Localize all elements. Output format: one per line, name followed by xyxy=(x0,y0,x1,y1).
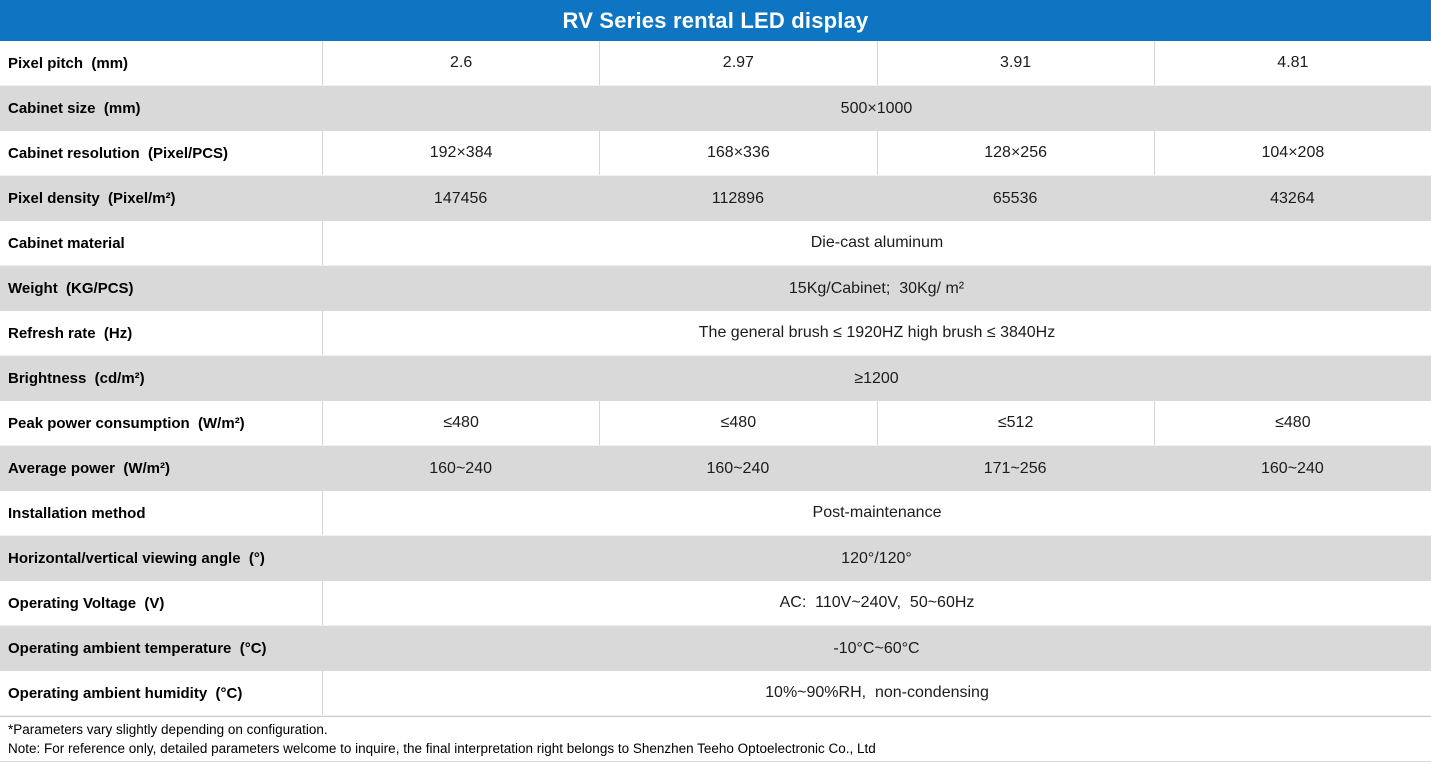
cell-value: 168×336 xyxy=(599,131,876,175)
table-row-average-power: Average power (W/m²) 160~240 160~240 171… xyxy=(0,446,1431,491)
cell-value: 128×256 xyxy=(876,131,1154,175)
cell-value: 3.91 xyxy=(876,41,1154,85)
merged-cell-value: 120°/120° xyxy=(841,549,912,567)
cell-value: 2.6 xyxy=(322,41,599,85)
table-row-weight: Weight (KG/PCS) 15Kg/Cabinet; 30Kg/ m² xyxy=(0,266,1431,311)
table-row-pixel-density: Pixel density (Pixel/m²) 147456 112896 6… xyxy=(0,176,1431,221)
row-label: Operating Voltage (V) xyxy=(8,594,165,612)
table-row-refresh-rate: Refresh rate (Hz) The general brush ≤ 19… xyxy=(0,311,1431,356)
footnote-parameters: *Parameters vary slightly depending on c… xyxy=(8,722,328,737)
cell-value: 65536 xyxy=(992,189,1038,207)
table-row-viewing-angle: Horizontal/vertical viewing angle (°) 12… xyxy=(0,536,1431,581)
row-label: Peak power consumption (W/m²) xyxy=(8,414,245,432)
table-row-brightness: Brightness (cd/m²) ≥1200 xyxy=(0,356,1431,401)
row-label: Weight (KG/PCS) xyxy=(8,280,134,297)
merged-cell-value: The general brush ≤ 1920HZ high brush ≤ … xyxy=(322,311,1431,355)
cell-value: ≤480 xyxy=(322,401,599,445)
table-row-cabinet-size: Cabinet size (mm) 500×1000 xyxy=(0,86,1431,131)
table-row-operating-voltage: Operating Voltage (V) AC: 110V~240V, 50~… xyxy=(0,581,1431,626)
row-label: Pixel density (Pixel/m²) xyxy=(8,190,176,207)
row-label: Cabinet material xyxy=(8,234,125,252)
merged-cell-value: Post-maintenance xyxy=(322,491,1431,535)
footnote-disclaimer: Note: For reference only, detailed param… xyxy=(8,741,876,756)
table-title: RV Series rental LED display xyxy=(562,7,869,33)
merged-cell-value: 500×1000 xyxy=(840,99,913,117)
table-row-peak-power: Peak power consumption (W/m²) ≤480 ≤480 … xyxy=(0,401,1431,446)
row-label: Horizontal/vertical viewing angle (°) xyxy=(8,550,265,567)
table-row-cabinet-material: Cabinet material Die-cast aluminum xyxy=(0,221,1431,266)
table-row-cabinet-resolution: Cabinet resolution (Pixel/PCS) 192×384 1… xyxy=(0,131,1431,176)
row-label: Operating ambient humidity (°C) xyxy=(8,684,243,702)
table-row-installation-method: Installation method Post-maintenance xyxy=(0,491,1431,536)
cell-value: 112896 xyxy=(711,189,764,207)
row-label: Pixel pitch (mm) xyxy=(8,54,129,72)
cell-value: ≤512 xyxy=(876,401,1154,445)
merged-cell-value: ≥1200 xyxy=(854,369,899,387)
row-label: Brightness (cd/m²) xyxy=(8,370,145,387)
cell-value: 43264 xyxy=(1270,189,1315,207)
merged-cell-value: AC: 110V~240V, 50~60Hz xyxy=(322,581,1431,625)
cell-value: 192×384 xyxy=(322,131,599,175)
row-label: Average power (W/m²) xyxy=(8,460,170,477)
merged-cell-value: -10°C~60°C xyxy=(833,639,920,657)
cell-value: 160~240 xyxy=(706,459,770,477)
cell-value: ≤480 xyxy=(599,401,876,445)
cell-value: 171~256 xyxy=(983,459,1047,477)
cell-value: 160~240 xyxy=(1261,459,1324,477)
cell-value: 147456 xyxy=(433,189,488,207)
merged-cell-value: Die-cast aluminum xyxy=(322,221,1431,265)
table-row-operating-temperature: Operating ambient temperature (°C) -10°C… xyxy=(0,626,1431,671)
row-label: Operating ambient temperature (°C) xyxy=(8,640,267,657)
cell-value: 160~240 xyxy=(429,459,492,477)
cell-value: ≤480 xyxy=(1153,401,1431,445)
cell-value: 2.97 xyxy=(599,41,876,85)
table-row-operating-humidity: Operating ambient humidity (°C) 10%~90%R… xyxy=(0,671,1431,716)
cell-value: 104×208 xyxy=(1153,131,1431,175)
table-row-pixel-pitch: Pixel pitch (mm) 2.6 2.97 3.91 4.81 xyxy=(0,41,1431,86)
merged-cell-value: 15Kg/Cabinet; 30Kg/ m² xyxy=(788,279,965,297)
cell-value: 4.81 xyxy=(1153,41,1431,85)
merged-cell-value: 10%~90%RH, non-condensing xyxy=(322,671,1431,715)
row-label: Cabinet size (mm) xyxy=(8,100,141,117)
row-label: Refresh rate (Hz) xyxy=(8,324,133,342)
table-title-bar: RV Series rental LED display xyxy=(0,0,1431,41)
footnotes: *Parameters vary slightly depending on c… xyxy=(0,716,1431,762)
row-label: Installation method xyxy=(8,504,146,522)
row-label: Cabinet resolution (Pixel/PCS) xyxy=(8,144,229,162)
